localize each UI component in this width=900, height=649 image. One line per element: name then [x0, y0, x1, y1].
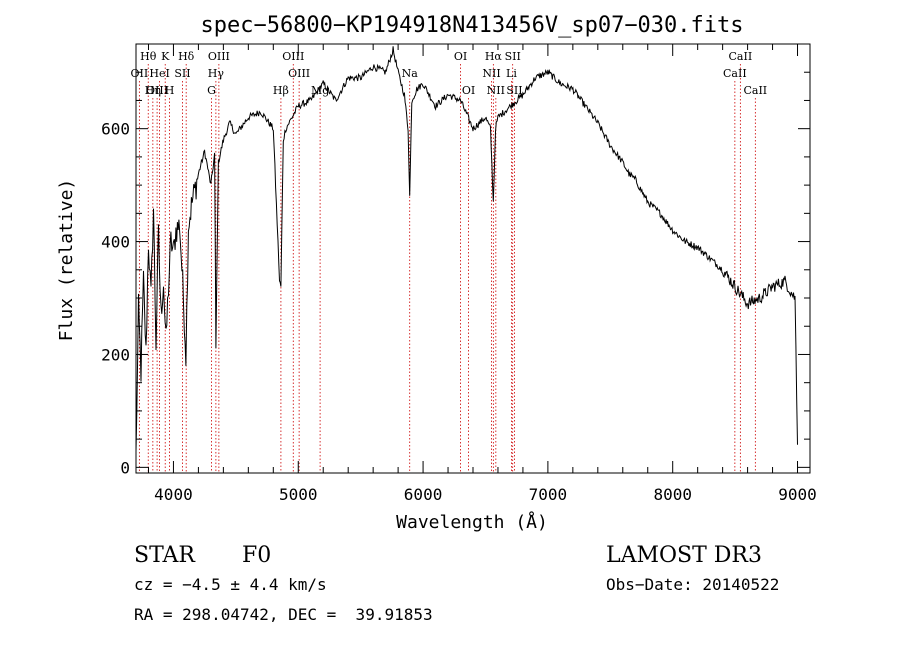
line-marker-label: Na	[402, 67, 419, 80]
line-markers	[138, 64, 756, 473]
spectrum-line	[135, 46, 798, 452]
y-tick-label: 400	[101, 233, 130, 252]
chart-title: spec−56800−KP194918N413456V_sp07−030.fit…	[200, 13, 743, 38]
cz-label: cz = −4.5 ± 4.4 km/s	[134, 575, 327, 594]
line-marker-label: Hη	[145, 84, 161, 97]
x-tick-label: 5000	[279, 485, 318, 504]
series-layer	[135, 46, 798, 452]
x-tick-label: 6000	[404, 485, 443, 504]
line-marker-label: Hβ	[273, 84, 289, 97]
line-marker-label: SII	[174, 67, 190, 80]
y-tick-label: 200	[101, 345, 130, 364]
line-marker-label: G	[207, 84, 216, 97]
line-marker-label: K	[161, 50, 170, 63]
line-marker-label: Hθ	[140, 50, 157, 63]
x-axis-label: Wavelength (Å)	[396, 511, 548, 533]
obs-date-label: Obs−Date: 20140522	[606, 575, 779, 594]
y-axis-label: Flux (relative)	[56, 179, 77, 342]
line-marker-label: CaII	[729, 50, 753, 63]
x-tick-label: 4000	[154, 485, 193, 504]
line-marker-label: SII	[505, 50, 521, 63]
survey-label: LAMOST DR3	[606, 543, 762, 568]
line-marker-label: NII	[482, 67, 500, 80]
y-tick-label: 0	[120, 458, 130, 477]
line-marker-label: HeI	[149, 67, 169, 80]
line-marker-label: Li	[506, 67, 517, 80]
line-marker-label: CaII	[743, 84, 767, 97]
line-marker-label: Hδ	[178, 50, 195, 63]
line-marker-label: NII	[487, 84, 505, 97]
y-tick-label: 600	[101, 120, 130, 139]
line-marker-label: OII	[131, 67, 149, 80]
line-marker-label: OIII	[282, 50, 304, 63]
line-marker-label: OI	[454, 50, 467, 63]
line-marker-label: H	[165, 84, 175, 97]
subclass-label: F0	[242, 543, 271, 568]
line-marker-label: OI	[462, 84, 475, 97]
x-tick-label: 7000	[529, 485, 568, 504]
line-marker-label: OIII	[146, 84, 168, 97]
axis-ticks: 4000 5000 6000 7000 8000 9000 0 200 400 600	[101, 43, 817, 504]
x-tick-label: 8000	[653, 485, 692, 504]
line-marker-label: OIII	[288, 67, 310, 80]
line-marker-label: CaII	[723, 67, 747, 80]
class-label: STAR	[134, 543, 196, 568]
radec-label: RA = 298.04742, DEC = 39.91853	[134, 605, 433, 624]
line-marker-label: Hα	[485, 50, 503, 63]
line-marker-label: OIII	[208, 50, 230, 63]
line-marker-label: Hγ	[208, 67, 225, 80]
line-marker-label: SII	[506, 84, 522, 97]
x-tick-label: 9000	[778, 485, 817, 504]
